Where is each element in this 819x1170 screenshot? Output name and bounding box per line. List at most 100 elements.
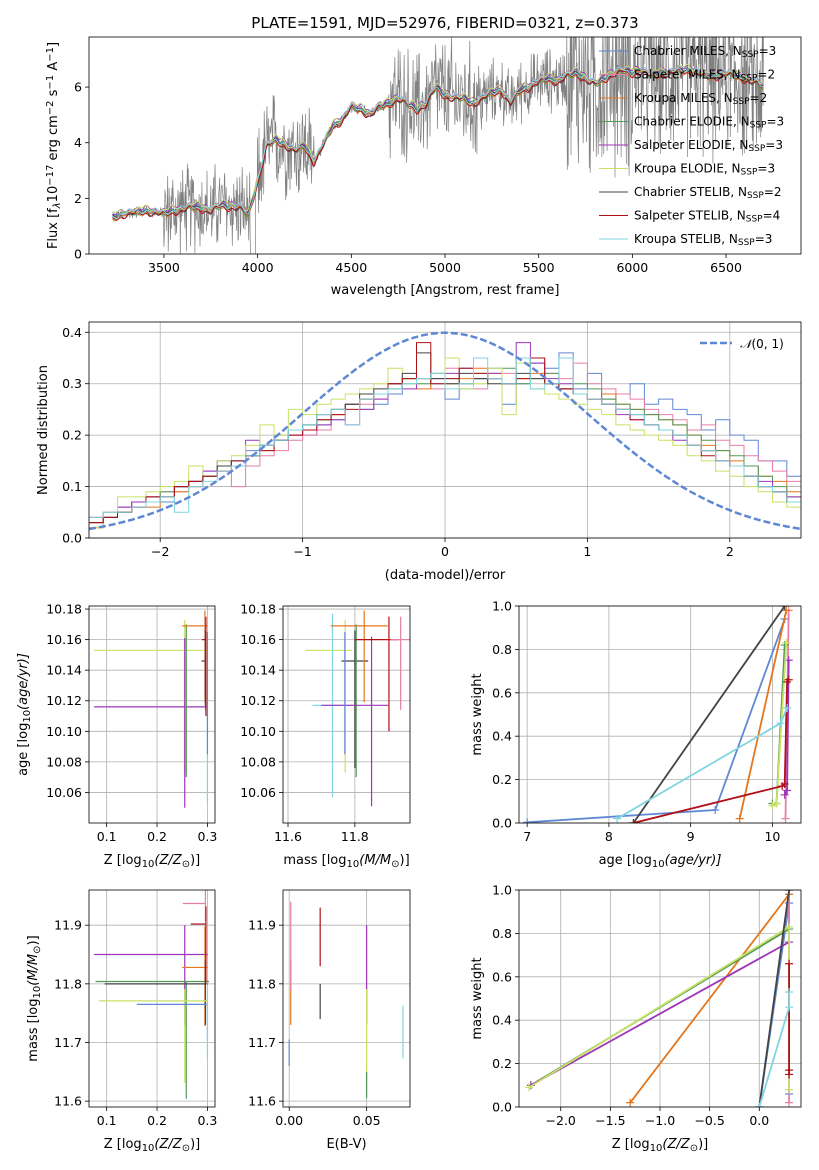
axis-ticks: 0.00 0.05 11.6 11.7 11.8 11.9 [248,918,380,1128]
model-spectrum-line [112,67,764,220]
x-axis-label: mass [log10(M/M⊙)] [283,853,409,870]
x-tick-label: 11.6 [274,829,302,844]
error-bar-point [190,906,207,983]
legend-entry: Chabrier ELODIE, NSSP=3 [599,115,784,131]
legend-label-text: Salpeter MILES, N [634,68,741,82]
weight-series-line [758,890,790,1107]
x-tick-label: 9 [687,829,695,844]
y-tick-label: 0.6 [492,685,512,700]
x-axis-label-part: age [log [599,853,652,868]
y-tick-label: 0.2 [62,428,82,443]
x-tick-label: −0.5 [694,1113,724,1128]
weight-series-line [738,610,788,819]
legend-label-sub: SSP [741,74,758,84]
weight-series-line [632,606,786,823]
y-axis-label: age [log10(age/yr)] [16,653,33,776]
y-axis-label: mass [log10(M/M⊙)] [26,935,43,1061]
weight-series [629,606,789,823]
legend-label-sub: SSP [747,191,764,201]
weight-point-marker [782,606,791,615]
axis-ticks: 7 8 9 10 0.0 0.2 0.4 0.6 0.8 1.0 [492,599,780,845]
y-axis-label-part: (age/yr)] [16,653,31,710]
x-axis-label-part: Z [log [612,1137,650,1152]
y-tick-label: 0.4 [62,325,82,340]
y-tick-label: 0.0 [62,531,82,546]
error-bar-point [94,638,208,808]
legend-label-text: Chabrier ELODIE, N [634,115,750,129]
legend-label-text: Kroupa STELIB, N [634,232,738,246]
legend-label: Salpeter STELIB, NSSP=4 [634,209,780,225]
y-axis-label: Flux [fλ10−17 erg cm−2 s−1 A−1] [45,42,63,249]
residuals-panel: −2 −1 0 1 2 0.0 0.1 0.2 0.3 0.4 (data-model)/error… [36,321,802,583]
error-bar-point [95,980,209,1099]
model-spectrum-line [112,66,764,220]
legend-label: Kroupa ELODIE, NSSP=3 [634,162,775,178]
legend-entry: Salpeter MILES, NSSP=2 [599,68,775,84]
legend-label: Salpeter MILES, NSSP=2 [634,68,775,84]
x-tick-label: 0 [441,544,449,559]
y-axis-label-part: erg cm [46,115,61,164]
weight-point-marker [785,1085,794,1094]
y-tick-label: 0.0 [492,1100,512,1115]
error-bar-point [330,610,388,703]
y-axis-label-part: ] [46,42,61,47]
y-tick-label: 6 [74,80,82,95]
x-tick-label: 7 [523,829,531,844]
legend-label-suffix: =4 [763,209,781,223]
legend-label-sub: SSP [733,97,750,107]
x-tick-label: 0.3 [197,829,217,844]
y-tick-label: 11.7 [54,1035,82,1050]
legend-label-text: Kroupa MILES, N [634,91,733,105]
error-bar-point [182,890,207,922]
legend-label: 𝒩(0, 1) [740,337,784,351]
error-bar-point [355,616,399,732]
y-tick-label: 0.6 [492,969,512,984]
x-tick-label: 0.05 [353,1113,381,1128]
x-tick-label: 4500 [335,260,367,275]
x-tick-label: 0.00 [275,1113,303,1128]
y-tick-label: 10.18 [240,602,276,617]
x-tick-label: −1.0 [645,1113,675,1128]
weight-series-line [530,941,790,1087]
weight-vs-Z-panel: −2.0 −1.5 −1.0 −0.5 0.0 0.0 0.2 0.4 0.6 0.8 1.0 Z [… [470,883,802,1154]
legend-label: Chabrier STELIB, NSSP=2 [634,185,782,201]
x-axis-label-part: )] [698,1137,708,1152]
plot-frame [88,36,802,255]
weight-series [629,675,793,823]
axis-ticks: −2.0 −1.5 −1.0 −0.5 0.0 0.0 0.2 0.4 0.6 0.8 1.0 [492,883,769,1129]
x-tick-label: 3500 [148,260,180,275]
y-tick-label: 10.14 [46,663,82,678]
weight-point-marker [785,1070,794,1079]
error-bar-point [99,989,208,1083]
axis-ticks: 3500 4000 4500 5000 5500 6000 6500 0 2 4 6 [74,80,742,275]
x-axis-label-part: Z [log [104,1137,142,1152]
y-tick-label: 10.08 [46,754,82,769]
x-axis-label-part: (Z/Z [154,1137,182,1152]
x-axis-label-part: ⊙ [182,1143,190,1154]
legend-label-suffix: =3 [766,115,784,129]
y-tick-label: 10.12 [46,693,82,708]
weight-point-marker [785,959,794,968]
y-tick-label: 0 [74,247,82,262]
legend-label-part: (0, 1) [752,337,784,351]
y-axis-label-part: A [46,62,61,75]
weight-series [755,987,794,1107]
weight-point-marker [735,814,744,823]
legend-label: Kroupa STELIB, NSSP=3 [634,232,772,248]
x-axis-label: wavelength [Angstrom, rest frame] [331,283,560,298]
y-axis-label: mass weight [470,957,485,1039]
weight-series [735,606,791,823]
error-bar-point [390,616,410,710]
error-bar-point [201,630,207,707]
model-spectrum-line [112,68,764,221]
legend-label-sub: SSP [746,215,763,225]
x-tick-label: 2 [726,544,734,559]
x-tick-label: 0.2 [147,1113,167,1128]
x-tick-label: 5500 [523,260,555,275]
legend-entry: Kroupa STELIB, NSSP=3 [599,232,772,248]
y-tick-label: 10.06 [240,785,276,800]
legend-label-text: Salpeter STELIB, N [634,209,746,223]
y-tick-label: 11.6 [54,1094,82,1109]
y-axis-label-part: mass [log [26,998,41,1061]
